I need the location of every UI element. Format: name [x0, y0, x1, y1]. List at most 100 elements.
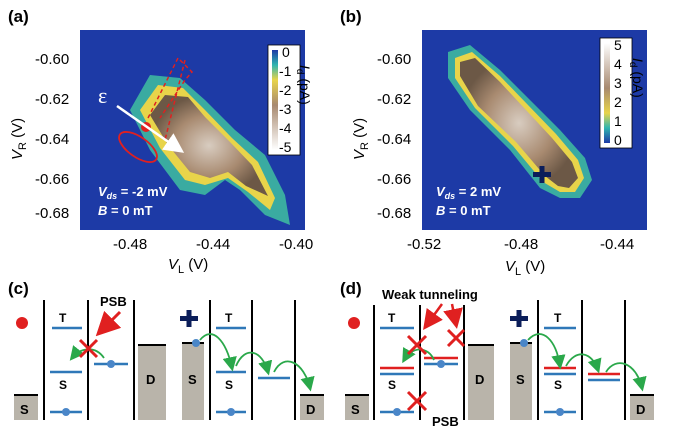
panel-a-dashed-triangle: [147, 56, 194, 119]
c-left-drain-label: D: [146, 372, 155, 387]
d-left-electron-lower: [393, 408, 401, 416]
c-right-arrow-3: [273, 360, 315, 392]
b-ylabel: VR (V): [351, 118, 371, 160]
panel-a-label: (a): [8, 7, 29, 26]
a-xtick-0: -0.48: [113, 236, 147, 253]
panel-b-label: (b): [340, 7, 362, 26]
c-left-cross-b: [78, 338, 99, 359]
cb-b-tick-0: 5: [614, 37, 622, 53]
c-left-electron-1: [62, 408, 70, 416]
panel-a-vds-annotation: Vds = -2 mV: [98, 184, 168, 201]
d-left-weak-arrow-1: [423, 303, 444, 331]
d-right-arrow-1: [527, 333, 566, 370]
cb-b-tick-2: 3: [614, 75, 622, 91]
c-left-red-dot: [16, 317, 28, 329]
d-right-arrow-2: [565, 353, 602, 374]
cb-b-tick-4: 1: [614, 113, 622, 129]
panel-a-colorbar-gradient: [272, 50, 278, 150]
cb-a-tick-1: -1: [279, 63, 292, 79]
c-right-arrow-2: [235, 351, 273, 376]
d-right-source-lead: [510, 343, 532, 420]
c-right-singlet-label: S: [225, 378, 233, 392]
a-xtick-2: -0.40: [279, 236, 313, 253]
a-ytick-1: -0.62: [35, 91, 69, 108]
c-left-triplet-label: T: [59, 311, 67, 325]
a-ytick-4: -0.68: [35, 205, 69, 222]
d-left-psb-label: PSB: [432, 414, 459, 429]
d-left-drain-label: D: [475, 372, 484, 387]
b-xtick-0: -0.52: [407, 236, 441, 253]
cb-a-tick-3: -3: [279, 101, 292, 117]
cb-b-tick-1: 4: [614, 56, 622, 72]
panel-a-b-annotation: B = 0 mT: [98, 203, 153, 218]
cb-b-tick-5: 0: [614, 132, 622, 148]
c-right-drain-label: D: [306, 402, 315, 417]
panel-b-cross-marker: [533, 166, 551, 183]
b-ytick-0: -0.60: [377, 51, 411, 68]
b-xtick-1: -0.48: [504, 236, 538, 253]
d-left-source-lead: [345, 395, 369, 420]
b-ytick-1: -0.62: [377, 91, 411, 108]
a-xtick-1: -0.44: [196, 236, 230, 253]
c-left-source-label: S: [20, 402, 29, 417]
c-left-drain-lead: [138, 345, 166, 420]
panel-b-colorbar-gradient: [604, 43, 610, 143]
panel-d-label: (d): [340, 279, 362, 298]
d-left-triplet-label: T: [388, 311, 396, 325]
b-ytick-4: -0.68: [377, 205, 411, 222]
b-xlabel: VL (V): [505, 258, 545, 278]
d-left-weak-arrow-2: [443, 303, 463, 329]
c-left-singlet-label: S: [59, 378, 67, 392]
c-right-source-label: S: [188, 372, 197, 387]
d-left-drain-lead: [468, 345, 494, 420]
panel-a-colorbar: 0 -1 -2 -3 -4 -5 Id (pA): [267, 44, 313, 156]
c-right-electron-lower: [227, 408, 235, 416]
c-right-source-lead: [182, 343, 204, 420]
panel-a-epsilon-arrow: [116, 104, 185, 153]
a-ytick-3: -0.66: [35, 171, 69, 188]
d-right-arrow-3: [605, 362, 647, 392]
panel-d-right-diagram: S T S D: [510, 300, 654, 420]
panel-a-x-axis: -0.48 -0.44 -0.40 VL (V): [113, 236, 313, 276]
c-right-arrow-1: [199, 333, 237, 372]
d-left-red-dot: [348, 317, 360, 329]
panel-a-epsilon-label: ε: [98, 83, 107, 108]
d-left-electron-right: [437, 360, 445, 368]
panel-b-signal-region: [460, 58, 578, 188]
panel-a-signal-region: [150, 95, 268, 196]
d-right-singlet-label: S: [554, 378, 562, 392]
cb-a-tick-5: -5: [279, 139, 292, 155]
c-right-triplet-label: T: [225, 311, 233, 325]
d-right-drain-label: D: [636, 402, 645, 417]
c-right-drain-lead: [300, 395, 324, 420]
a-ytick-2: -0.64: [35, 131, 69, 148]
cb-b-tick-3: 2: [614, 94, 622, 110]
panel-b-x-axis: -0.52 -0.48 -0.44 VL (V): [407, 236, 634, 278]
panel-b-y-axis: -0.60 -0.62 -0.64 -0.66 -0.68 VR (V): [351, 51, 411, 222]
panel-d-left-diagram: S T S PSB D: [345, 303, 494, 429]
b-ytick-2: -0.64: [377, 131, 411, 148]
b-ytick-3: -0.66: [377, 171, 411, 188]
d-left-cross1-b: [406, 334, 428, 356]
d-right-drain-lead: [630, 395, 654, 420]
c-left-psb-label: PSB: [100, 294, 127, 309]
d-right-electron-source: [520, 339, 528, 347]
panel-c-right-diagram: S T S D: [180, 300, 324, 420]
d-weak-tunneling-label: Weak tunneling: [382, 287, 478, 302]
c-right-electron-source: [192, 339, 200, 347]
c-left-source-lead: [14, 395, 38, 420]
c-left-electron-2: [107, 360, 115, 368]
panel-c-label: (c): [8, 279, 29, 298]
d-left-cross3-b: [406, 390, 428, 412]
panel-b-colorbar: 5 4 3 2 1 0 Id (pA): [599, 37, 646, 149]
panel-c-left-diagram: S T S PSB D: [14, 294, 166, 420]
panel-a-plot: ε Vds = -2 mV B = 0 mT: [80, 30, 305, 230]
a-ylabel: VR (V): [9, 118, 29, 160]
cb-a-tick-4: -4: [279, 120, 292, 136]
a-xlabel: VL (V): [168, 256, 208, 276]
d-left-singlet-label: S: [388, 378, 396, 392]
c-left-psb-arrow: [95, 310, 122, 337]
panel-b-b-annotation: B = 0 mT: [436, 203, 491, 218]
a-ytick-0: -0.60: [35, 51, 69, 68]
